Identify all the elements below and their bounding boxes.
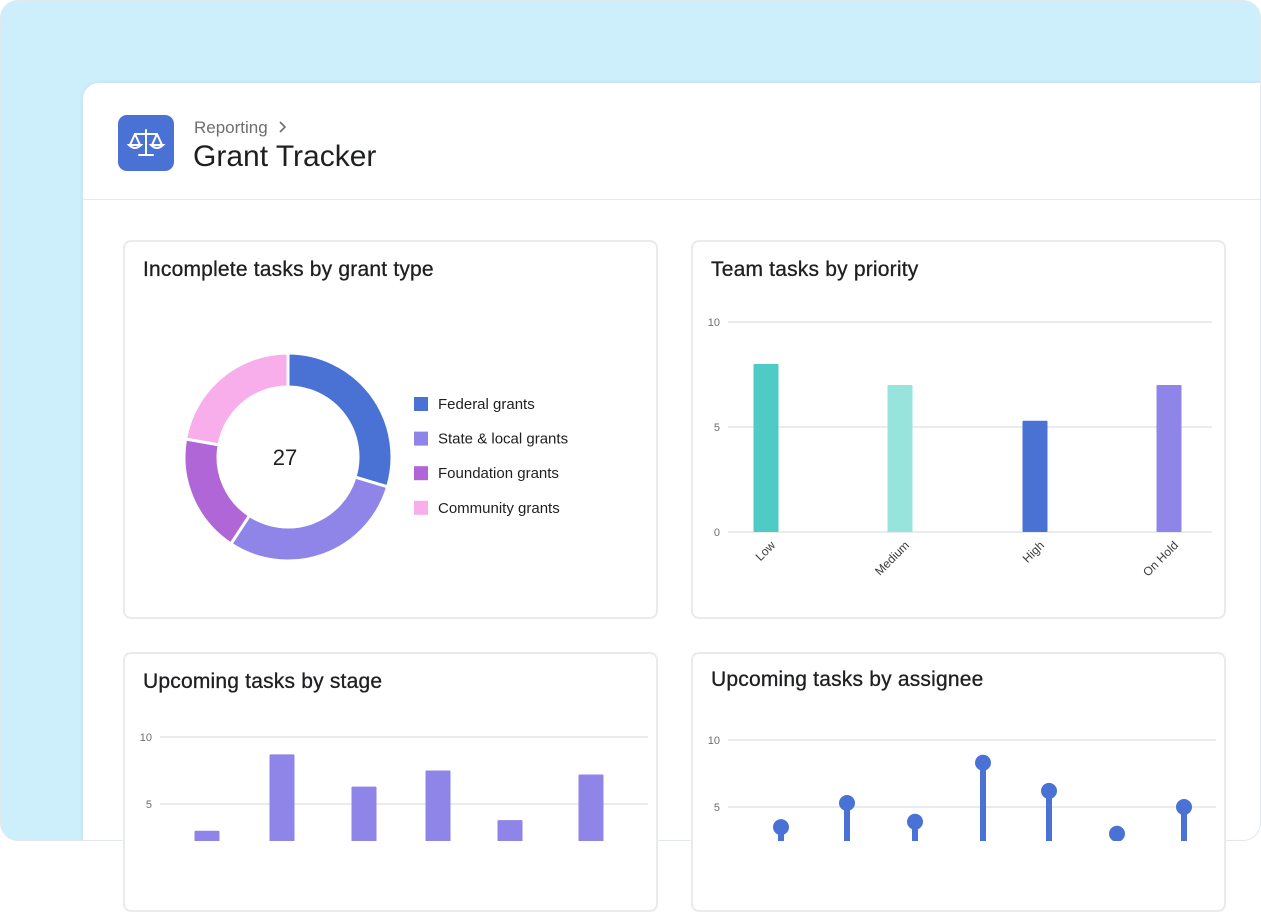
lollipop-head: [1041, 782, 1057, 799]
legend-swatch: [414, 500, 428, 515]
y-tick-label: 5: [714, 802, 720, 814]
bar: [578, 774, 604, 841]
x-tick-label: On Hold: [1140, 538, 1181, 579]
lollipop-stem: [1181, 807, 1187, 841]
donut-total: 27: [273, 445, 297, 470]
app-icon: [118, 115, 174, 171]
legend-label: Foundation grants: [438, 465, 559, 482]
bar: [497, 820, 523, 841]
legend-label: Community grants: [438, 500, 560, 517]
bar: [425, 770, 451, 841]
y-tick-label: 0: [714, 527, 720, 539]
donut-segment: [286, 351, 394, 489]
chevron: [279, 121, 287, 133]
lollipop-head: [1176, 799, 1192, 815]
scale-icon: [126, 129, 166, 156]
breadcrumb[interactable]: Reporting: [194, 118, 290, 138]
legend-label: Federal grants: [438, 396, 535, 413]
lollipop-head: [839, 794, 855, 811]
lollipop-head: [773, 819, 789, 836]
donut-segment: [228, 475, 390, 563]
header: Reporting Grant Tracker: [83, 83, 1260, 200]
card-title: Team tasks by priority: [711, 258, 919, 281]
bar: [269, 754, 295, 841]
x-tick-label: Medium: [872, 538, 912, 578]
bar: [194, 830, 220, 841]
x-tick-label: High: [1020, 538, 1047, 565]
charts: Federal grants State & local grants Founda…: [140, 317, 1216, 841]
breadcrumb-link[interactable]: Reporting: [194, 118, 268, 137]
legend-swatch: [414, 431, 428, 446]
y-tick-label: 10: [708, 735, 720, 747]
x-tick-label: Low: [753, 538, 779, 564]
legend-swatch: [414, 466, 428, 481]
bar: [1156, 385, 1182, 532]
card: Incomplete tasks by grant type: [123, 240, 658, 619]
y-tick-label: 5: [714, 422, 720, 434]
legend-swatch: [414, 397, 428, 411]
card-title: Upcoming tasks by assignee: [711, 668, 984, 691]
donut-segment: [182, 437, 252, 546]
card-title: Incomplete tasks by grant type: [143, 258, 434, 281]
lollipop-head: [1109, 825, 1125, 841]
bar: [753, 364, 779, 532]
lollipop-stem: [980, 762, 986, 841]
lollipop-head: [907, 813, 923, 830]
y-tick-label: 10: [708, 317, 720, 329]
legend-label: State & local grants: [438, 431, 568, 448]
card: Team tasks by priority: [691, 240, 1226, 619]
y-tick-label: 10: [140, 732, 152, 744]
card-title: Upcoming tasks by stage: [143, 670, 383, 693]
page-title: Grant Tracker: [193, 140, 377, 173]
lollipop-stem: [912, 821, 918, 841]
lollipop-stem: [1046, 790, 1052, 841]
bar: [1022, 420, 1048, 532]
lollipop-head: [975, 754, 991, 771]
bar: [351, 786, 377, 841]
y-tick-label: 5: [146, 799, 152, 811]
bar: [887, 385, 913, 532]
donut-segment: [183, 351, 290, 447]
lollipop-stem: [844, 802, 850, 841]
